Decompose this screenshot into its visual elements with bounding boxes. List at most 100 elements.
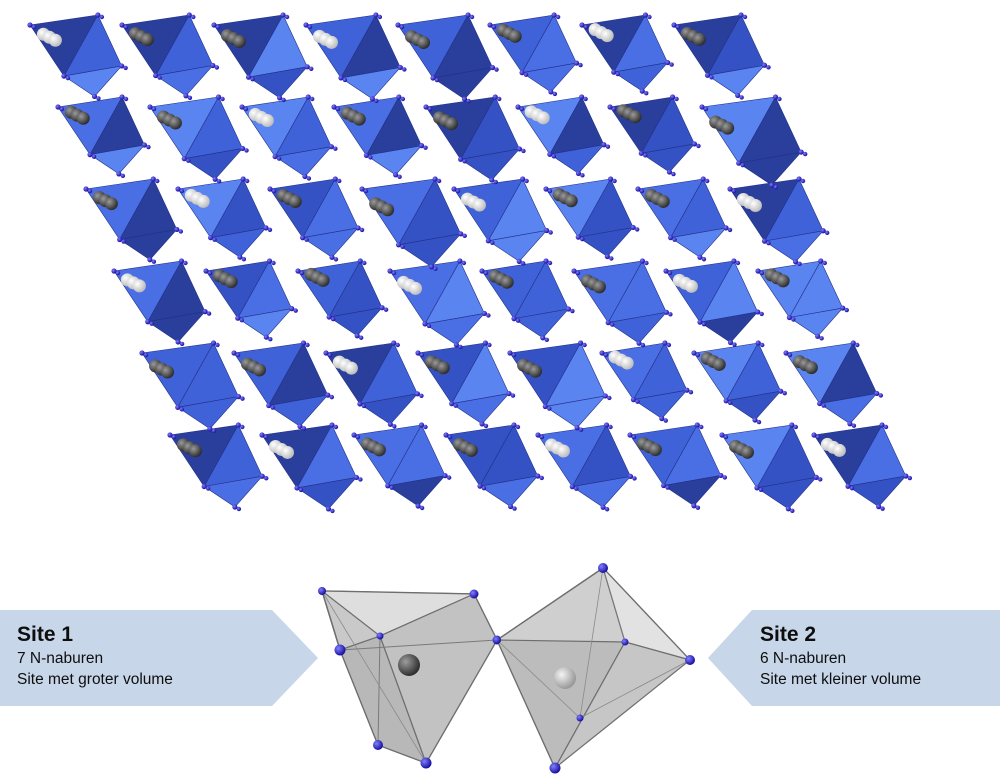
anion-atom bbox=[544, 337, 550, 343]
atoms-layer bbox=[27, 12, 913, 514]
site2-title: Site 2 bbox=[760, 623, 817, 646]
anion-atom bbox=[578, 62, 583, 68]
anion-atom bbox=[627, 432, 633, 438]
cation-site1 bbox=[712, 357, 726, 371]
anion-atom bbox=[146, 144, 151, 150]
anion-atom bbox=[551, 154, 557, 159]
anion-atom bbox=[310, 96, 315, 102]
anion-atom bbox=[123, 24, 129, 30]
anion-atom bbox=[232, 504, 238, 510]
anion-atom bbox=[701, 321, 707, 327]
cation-site2 bbox=[684, 279, 698, 293]
anion-atom bbox=[604, 253, 610, 260]
anion-atom bbox=[210, 62, 216, 69]
anion-atom bbox=[675, 24, 681, 30]
anion-atom bbox=[824, 230, 830, 235]
anion-atom bbox=[672, 237, 677, 242]
anion-atom bbox=[723, 225, 729, 231]
anion-atom bbox=[212, 237, 217, 242]
anion-atom bbox=[432, 176, 438, 182]
anion-atom bbox=[583, 96, 588, 102]
anion-atom bbox=[244, 178, 250, 184]
anion-atom bbox=[453, 342, 460, 348]
anion-atom bbox=[663, 268, 669, 274]
polyhedron bbox=[247, 66, 309, 99]
anion-atom bbox=[338, 75, 344, 81]
anion-atom bbox=[397, 64, 403, 71]
polyhedron bbox=[63, 65, 123, 97]
anion-atom bbox=[387, 268, 393, 274]
anion-atom bbox=[874, 390, 880, 397]
anion-atom bbox=[301, 426, 307, 431]
anion-atom bbox=[506, 390, 512, 397]
anion-atom bbox=[387, 421, 393, 427]
anion-atom bbox=[465, 12, 471, 18]
anion-atom bbox=[119, 22, 125, 28]
polyhedron bbox=[89, 144, 146, 175]
anion-atom bbox=[342, 77, 348, 83]
polyhedron bbox=[459, 148, 521, 181]
anion-atom bbox=[786, 314, 792, 321]
anion-atom bbox=[610, 322, 615, 327]
cation-site1 bbox=[232, 35, 246, 49]
anion-atom bbox=[415, 350, 421, 356]
anion-atom bbox=[569, 484, 575, 490]
anion-atom bbox=[443, 432, 449, 438]
site1-label-arrow-shape bbox=[0, 610, 318, 706]
anion-atom bbox=[492, 94, 498, 100]
anion-atom bbox=[755, 268, 761, 274]
site2-label-arrow-shape bbox=[708, 610, 1000, 706]
anion-atom bbox=[83, 186, 89, 192]
polyhedron bbox=[737, 151, 802, 186]
polyhedron bbox=[669, 227, 727, 258]
anion-atom bbox=[697, 319, 703, 325]
anion-atom bbox=[271, 188, 277, 194]
anion-atom bbox=[462, 233, 467, 239]
anion-atom bbox=[699, 424, 704, 430]
polyhedron bbox=[365, 145, 423, 176]
anion-atom bbox=[147, 104, 153, 110]
anion-atom bbox=[479, 421, 485, 427]
anion-atom bbox=[523, 72, 529, 77]
anion-atom bbox=[363, 188, 369, 194]
cation-site1 bbox=[252, 363, 266, 377]
anion-atom bbox=[665, 485, 670, 490]
anion-atom bbox=[703, 106, 709, 112]
anion-atom bbox=[699, 104, 705, 110]
anion-atom bbox=[235, 422, 241, 428]
anion-atom bbox=[739, 95, 744, 100]
anion-atom bbox=[573, 60, 580, 66]
anion-atom bbox=[727, 400, 733, 406]
anion-atom bbox=[551, 12, 557, 18]
anion-atom bbox=[153, 72, 159, 79]
anion-atom bbox=[607, 104, 613, 110]
cation-site2 bbox=[280, 445, 294, 459]
cation-site2 bbox=[132, 279, 146, 293]
anion-atom bbox=[216, 179, 222, 184]
anion-atom bbox=[627, 473, 634, 480]
anion-atom bbox=[442, 473, 448, 479]
anion-atom bbox=[461, 96, 468, 102]
anion-atom bbox=[433, 266, 438, 271]
polyhedron bbox=[118, 229, 178, 261]
polyhedron bbox=[513, 308, 570, 339]
anion-atom bbox=[723, 398, 729, 404]
anion-atom bbox=[479, 268, 485, 274]
polyhedron bbox=[301, 227, 359, 258]
polyhedron bbox=[763, 230, 824, 263]
cation-site1 bbox=[721, 121, 735, 135]
anion-atom bbox=[817, 400, 823, 407]
anion-atom bbox=[634, 227, 640, 232]
anion-atom bbox=[789, 422, 795, 428]
anion-atom bbox=[668, 312, 673, 317]
anion-atom bbox=[359, 227, 365, 233]
anion-atom bbox=[239, 104, 245, 110]
anion-atom bbox=[732, 342, 737, 347]
anion-atom bbox=[99, 14, 105, 20]
polyhedron bbox=[756, 476, 818, 510]
anion-atom bbox=[298, 487, 304, 493]
anion-atom bbox=[575, 270, 581, 276]
anion-atom bbox=[507, 503, 514, 510]
site1-description: Site met groter volume bbox=[17, 671, 173, 688]
anion-atom bbox=[419, 393, 424, 399]
